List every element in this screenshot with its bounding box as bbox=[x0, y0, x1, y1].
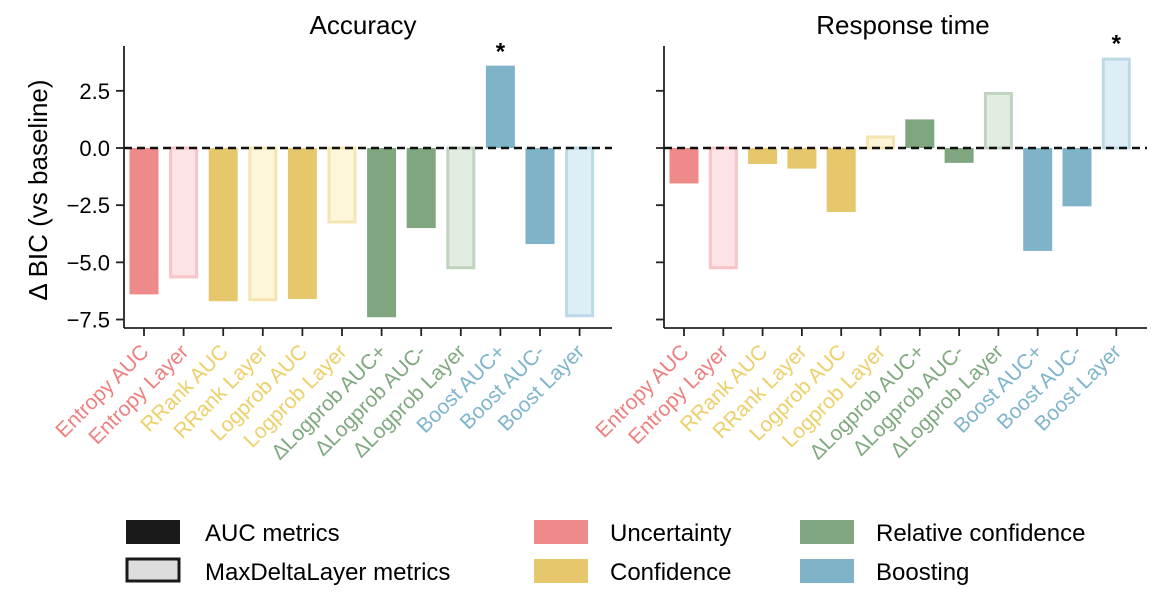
response-time-bar-logprob-layer bbox=[866, 135, 895, 150]
response-time-significance-mark: * bbox=[1112, 31, 1122, 58]
response-time-bars bbox=[669, 57, 1131, 270]
accuracy-bar-delta-logprob-auc-minus bbox=[406, 148, 436, 229]
accuracy-y-tick-label: −5.0 bbox=[67, 250, 110, 275]
legend-boosting-label: Boosting bbox=[876, 559, 969, 586]
legend-uncertainty-swatch bbox=[534, 520, 588, 544]
response-time-bar-rrank-auc bbox=[748, 148, 778, 165]
response-time-bar-outline-delta-logprob-layer bbox=[983, 91, 1013, 150]
response-time-bar-delta-logprob-layer bbox=[983, 91, 1013, 150]
response-time-bar-outline-logprob-layer bbox=[866, 135, 895, 150]
response-time-title: Response time bbox=[816, 10, 989, 40]
response-time-bar-entropy-layer bbox=[708, 146, 738, 270]
legend: AUC metrics MaxDeltaLayer metrics Uncert… bbox=[125, 520, 1085, 586]
accuracy-title: Accuracy bbox=[310, 10, 417, 40]
accuracy-bar-outline-delta-logprob-layer bbox=[446, 146, 476, 270]
response-time-annotations: * bbox=[1112, 31, 1122, 58]
legend-uncertainty-label: Uncertainty bbox=[610, 520, 731, 547]
accuracy-bar-rrank-layer bbox=[248, 146, 278, 302]
accuracy-bar-logprob-auc bbox=[287, 148, 317, 299]
response-time-bar-boost-auc-minus bbox=[1062, 148, 1092, 207]
response-time-bar-logprob-auc bbox=[826, 148, 856, 213]
accuracy-bar-boost-layer bbox=[565, 146, 595, 318]
legend-auc-label: AUC metrics bbox=[205, 520, 340, 547]
accuracy-bar-entropy-layer bbox=[169, 146, 199, 279]
legend-confidence-swatch bbox=[534, 559, 588, 583]
accuracy-significance-mark: * bbox=[496, 39, 506, 66]
legend-layer-label: MaxDeltaLayer metrics bbox=[205, 559, 450, 586]
accuracy-bar-outline-logprob-layer bbox=[327, 146, 357, 224]
accuracy-bar-delta-logprob-layer bbox=[446, 146, 476, 270]
accuracy-bar-boost-auc-minus bbox=[525, 148, 555, 245]
legend-boosting-swatch bbox=[800, 559, 854, 583]
response-time-bar-boost-auc-plus bbox=[1023, 148, 1053, 251]
response-time-bar-entropy-auc bbox=[669, 148, 699, 184]
accuracy-bars bbox=[129, 65, 595, 318]
accuracy-y-tick-label: −2.5 bbox=[67, 193, 110, 218]
response-time-bar-outline-boost-layer bbox=[1101, 57, 1131, 150]
accuracy-annotations: * bbox=[496, 39, 506, 66]
accuracy-y-tick-label: −7.5 bbox=[67, 308, 110, 333]
accuracy-y-tick-label: 0.0 bbox=[79, 136, 110, 161]
accuracy-bar-entropy-auc bbox=[129, 148, 159, 295]
accuracy-y-tick-label: 2.5 bbox=[79, 79, 110, 104]
y-axis-label: Δ BIC (vs baseline) bbox=[23, 79, 53, 300]
response-time-bar-delta-logprob-auc-plus bbox=[905, 119, 935, 148]
response-time-bar-rrank-layer bbox=[787, 148, 817, 169]
accuracy-bar-boost-auc-plus bbox=[485, 65, 515, 148]
accuracy-bar-logprob-layer bbox=[327, 146, 357, 224]
legend-relative-swatch bbox=[800, 520, 854, 544]
legend-relative-label: Relative confidence bbox=[876, 520, 1085, 547]
legend-auc-swatch bbox=[126, 520, 180, 544]
response-time-bar-delta-logprob-auc-minus bbox=[944, 148, 974, 163]
accuracy-bar-delta-logprob-auc-plus bbox=[367, 148, 397, 318]
legend-confidence-label: Confidence bbox=[610, 559, 731, 586]
response-time-bar-boost-layer bbox=[1101, 57, 1131, 150]
legend-layer-swatch bbox=[125, 557, 181, 583]
accuracy-bar-outline-rrank-layer bbox=[248, 146, 278, 302]
accuracy-bar-rrank-auc bbox=[208, 148, 238, 302]
